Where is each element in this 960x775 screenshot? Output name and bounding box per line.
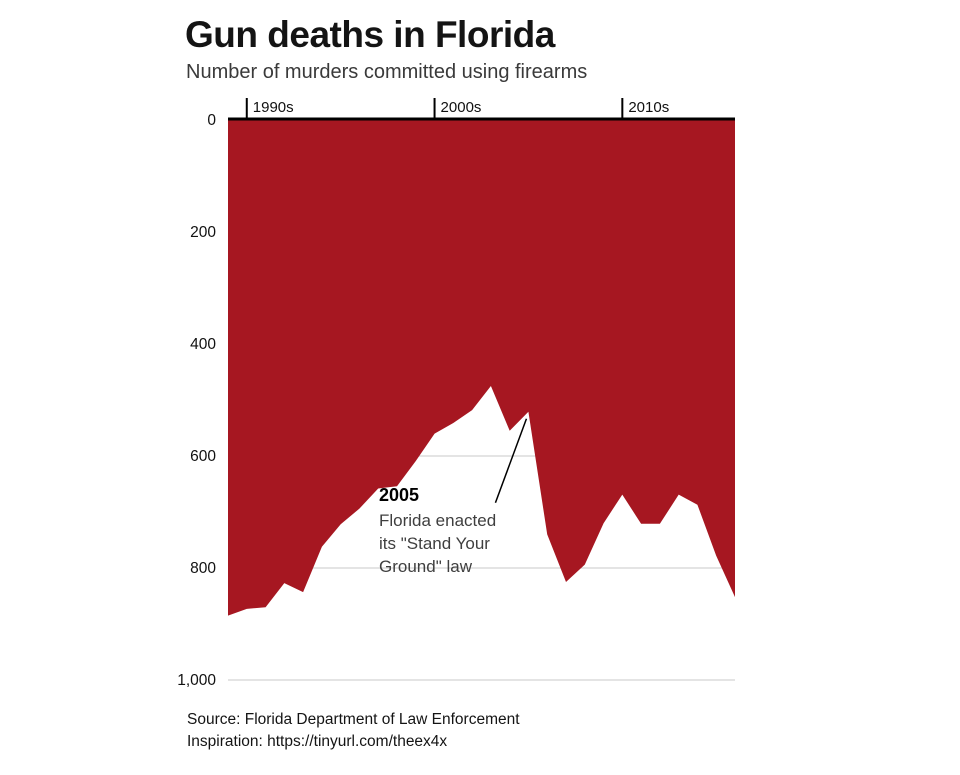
x-axis-tick-label: 2000s xyxy=(441,99,482,116)
y-axis-tick-label: 200 xyxy=(190,224,216,241)
annotation-text-line-3: Ground" law xyxy=(379,557,472,576)
y-axis-tick-label: 800 xyxy=(190,560,216,577)
area-series-gun-deaths xyxy=(228,120,735,616)
inspiration-line: Inspiration: https://tinyurl.com/theex4x xyxy=(187,733,448,750)
source-note: Source: Florida Department of Law Enforc… xyxy=(187,709,520,753)
chart-title: Gun deaths in Florida xyxy=(185,14,555,55)
chart-subtitle: Number of murders committed using firear… xyxy=(186,61,588,83)
annotation-2005: 2005 Florida enacted its "Stand Your Gro… xyxy=(379,484,496,578)
y-axis-tick-label: 400 xyxy=(190,336,216,353)
x-axis-tick-label: 1990s xyxy=(253,99,294,116)
y-axis-tick-label: 600 xyxy=(190,448,216,465)
y-axis-tick-label: 1,000 xyxy=(177,672,216,689)
y-axis-tick-label: 0 xyxy=(207,112,216,129)
annotation-year: 2005 xyxy=(379,485,420,505)
x-axis-tick-label: 2010s xyxy=(628,99,669,116)
annotation-text-line-2: its "Stand Your xyxy=(379,534,490,553)
source-line: Source: Florida Department of Law Enforc… xyxy=(187,711,520,728)
annotation-text-line-1: Florida enacted xyxy=(379,511,497,530)
annotation-leader-line xyxy=(494,418,528,504)
